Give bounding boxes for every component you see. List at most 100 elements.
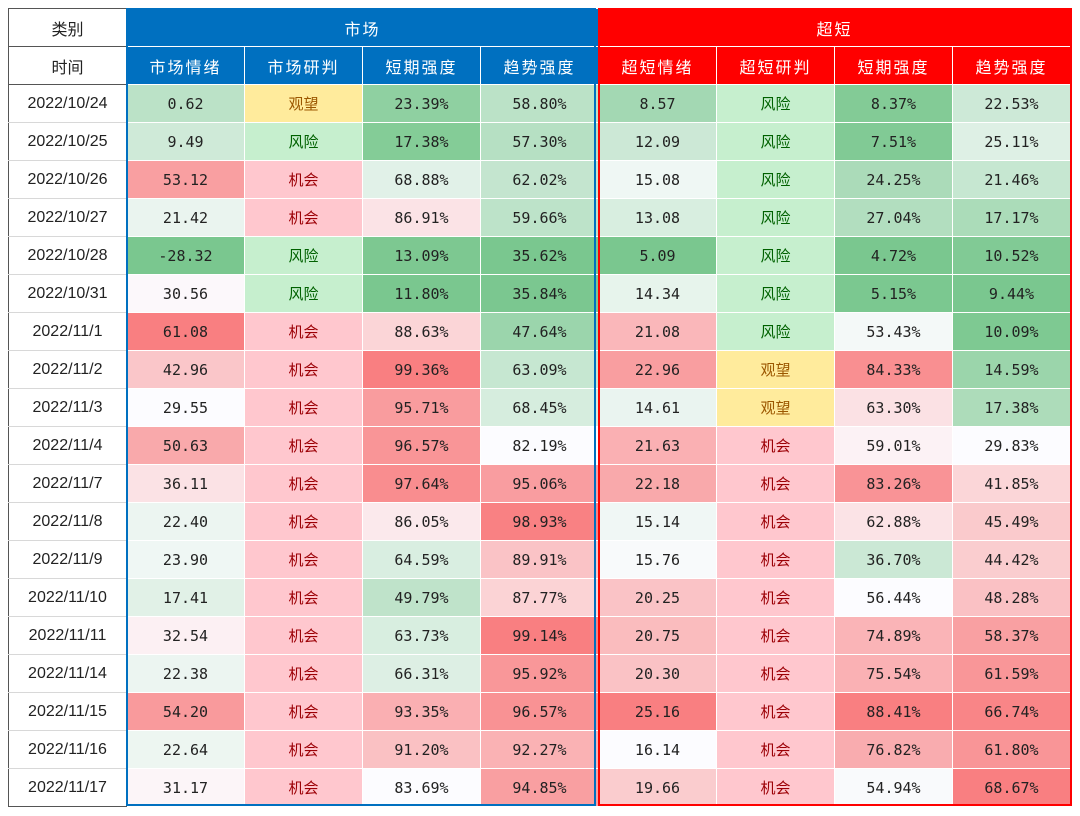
ultra-short-strength-cell: 53.43% — [834, 312, 953, 351]
market-trend-strength-cell: 63.09% — [480, 350, 599, 389]
table-row: 2022/10/24 0.62 观望 23.39% 58.80% 8.57 风险 8.37% 2… — [8, 84, 1071, 123]
market-judgement-cell: 机会 — [244, 578, 363, 617]
date-cell: 2022/11/7 — [8, 464, 127, 503]
market-sentiment-cell: 22.40 — [126, 502, 245, 541]
ultra-short-strength-cell: 62.88% — [834, 502, 953, 541]
market-judgement-cell: 观望 — [244, 84, 363, 123]
market-judgement-cell: 机会 — [244, 312, 363, 351]
market-sentiment-cell: 22.64 — [126, 730, 245, 769]
market-sentiment-cell: 42.96 — [126, 350, 245, 389]
ultra-judgement-cell: 机会 — [716, 540, 835, 579]
ultra-sentiment-cell: 20.25 — [598, 578, 717, 617]
ultra-judgement-cell: 风险 — [716, 274, 835, 313]
market-judgement-cell: 机会 — [244, 388, 363, 427]
date-cell: 2022/11/14 — [8, 654, 127, 693]
column-header-market-judgement: 市场研判 — [244, 46, 363, 85]
market-trend-strength-cell: 95.06% — [480, 464, 599, 503]
table-row: 2022/11/17 31.17 机会 83.69% 94.85% 19.66 机会 54.9… — [8, 768, 1071, 807]
ultra-judgement-cell: 风险 — [716, 312, 835, 351]
ultra-sentiment-cell: 15.08 — [598, 160, 717, 199]
ultra-short-strength-cell: 24.25% — [834, 160, 953, 199]
ultra-trend-strength-cell: 61.59% — [952, 654, 1071, 693]
ultra-judgement-cell: 风险 — [716, 160, 835, 199]
market-trend-strength-cell: 47.64% — [480, 312, 599, 351]
market-sentiment-cell: 50.63 — [126, 426, 245, 465]
date-cell: 2022/11/10 — [8, 578, 127, 617]
ultra-short-strength-cell: 54.94% — [834, 768, 953, 807]
ultra-judgement-cell: 机会 — [716, 730, 835, 769]
market-trend-strength-cell: 89.91% — [480, 540, 599, 579]
market-sentiment-cell: 22.38 — [126, 654, 245, 693]
market-sentiment-cell: 0.62 — [126, 84, 245, 123]
market-trend-strength-cell: 94.85% — [480, 768, 599, 807]
ultra-trend-strength-cell: 25.11% — [952, 122, 1071, 161]
market-short-strength-cell: 93.35% — [362, 692, 481, 731]
ultra-sentiment-cell: 20.75 — [598, 616, 717, 655]
ultra-short-strength-cell: 7.51% — [834, 122, 953, 161]
market-trend-strength-cell: 57.30% — [480, 122, 599, 161]
market-trend-strength-cell: 58.80% — [480, 84, 599, 123]
date-cell: 2022/11/4 — [8, 426, 127, 465]
date-cell: 2022/11/11 — [8, 616, 127, 655]
ultra-sentiment-cell: 22.18 — [598, 464, 717, 503]
ultra-trend-strength-cell: 21.46% — [952, 160, 1071, 199]
sentiment-table: 类别 市场 超短 时间 市场情绪 市场研判 短期强度 趋势强度 超短情绪 超短研… — [8, 8, 1071, 807]
market-judgement-cell: 机会 — [244, 464, 363, 503]
ultra-trend-strength-cell: 9.44% — [952, 274, 1071, 313]
market-trend-strength-cell: 35.84% — [480, 274, 599, 313]
market-short-strength-cell: 68.88% — [362, 160, 481, 199]
column-header-ultra-sentiment: 超短情绪 — [598, 46, 717, 85]
date-cell: 2022/11/17 — [8, 768, 127, 807]
market-judgement-cell: 风险 — [244, 236, 363, 275]
market-short-strength-cell: 96.57% — [362, 426, 481, 465]
ultra-short-strength-cell: 83.26% — [834, 464, 953, 503]
column-header-ultra-trend-strength: 趋势强度 — [952, 46, 1071, 85]
ultra-trend-strength-cell: 10.52% — [952, 236, 1071, 275]
ultra-short-strength-cell: 84.33% — [834, 350, 953, 389]
date-cell: 2022/10/27 — [8, 198, 127, 237]
ultra-short-strength-cell: 74.89% — [834, 616, 953, 655]
ultra-judgement-cell: 机会 — [716, 654, 835, 693]
column-header-ultra-judgement: 超短研判 — [716, 46, 835, 85]
ultra-sentiment-cell: 16.14 — [598, 730, 717, 769]
ultra-short-strength-cell: 63.30% — [834, 388, 953, 427]
market-judgement-cell: 机会 — [244, 768, 363, 807]
market-sentiment-cell: 53.12 — [126, 160, 245, 199]
ultra-sentiment-cell: 14.61 — [598, 388, 717, 427]
ultra-judgement-cell: 风险 — [716, 236, 835, 275]
table-row: 2022/11/7 36.11 机会 97.64% 95.06% 22.18 机会 83.26… — [8, 464, 1071, 503]
date-cell: 2022/11/8 — [8, 502, 127, 541]
table-row: 2022/11/1 61.08 机会 88.63% 47.64% 21.08 风险 53.43… — [8, 312, 1071, 351]
market-short-strength-cell: 91.20% — [362, 730, 481, 769]
ultra-sentiment-cell: 15.76 — [598, 540, 717, 579]
table-row: 2022/10/26 53.12 机会 68.88% 62.02% 15.08 风险 24.2… — [8, 160, 1071, 199]
ultra-sentiment-cell: 14.34 — [598, 274, 717, 313]
ultra-sentiment-cell: 21.63 — [598, 426, 717, 465]
table-row: 2022/11/2 42.96 机会 99.36% 63.09% 22.96 观望 84.33… — [8, 350, 1071, 389]
market-short-strength-cell: 17.38% — [362, 122, 481, 161]
table-row: 2022/11/3 29.55 机会 95.71% 68.45% 14.61 观望 63.30… — [8, 388, 1071, 427]
table-row: 2022/11/15 54.20 机会 93.35% 96.57% 25.16 机会 88.4… — [8, 692, 1071, 731]
column-header-market-short-strength: 短期强度 — [362, 46, 481, 85]
ultra-sentiment-cell: 22.96 — [598, 350, 717, 389]
market-short-strength-cell: 13.09% — [362, 236, 481, 275]
market-sentiment-cell: 21.42 — [126, 198, 245, 237]
market-judgement-cell: 机会 — [244, 540, 363, 579]
ultra-judgement-cell: 风险 — [716, 198, 835, 237]
ultra-short-strength-cell: 76.82% — [834, 730, 953, 769]
ultra-judgement-cell: 观望 — [716, 388, 835, 427]
table-row: 2022/11/11 32.54 机会 63.73% 99.14% 20.75 机会 74.8… — [8, 616, 1071, 655]
table-row: 2022/11/16 22.64 机会 91.20% 92.27% 16.14 机会 76.8… — [8, 730, 1071, 769]
market-trend-strength-cell: 98.93% — [480, 502, 599, 541]
date-cell: 2022/11/9 — [8, 540, 127, 579]
market-judgement-cell: 机会 — [244, 426, 363, 465]
ultra-sentiment-cell: 13.08 — [598, 198, 717, 237]
ultra-trend-strength-cell: 17.17% — [952, 198, 1071, 237]
table-row: 2022/11/14 22.38 机会 66.31% 95.92% 20.30 机会 75.5… — [8, 654, 1071, 693]
ultra-short-strength-cell: 56.44% — [834, 578, 953, 617]
ultra-judgement-cell: 机会 — [716, 692, 835, 731]
market-sentiment-cell: 17.41 — [126, 578, 245, 617]
market-trend-strength-cell: 59.66% — [480, 198, 599, 237]
date-cell: 2022/11/15 — [8, 692, 127, 731]
ultra-trend-strength-cell: 41.85% — [952, 464, 1071, 503]
